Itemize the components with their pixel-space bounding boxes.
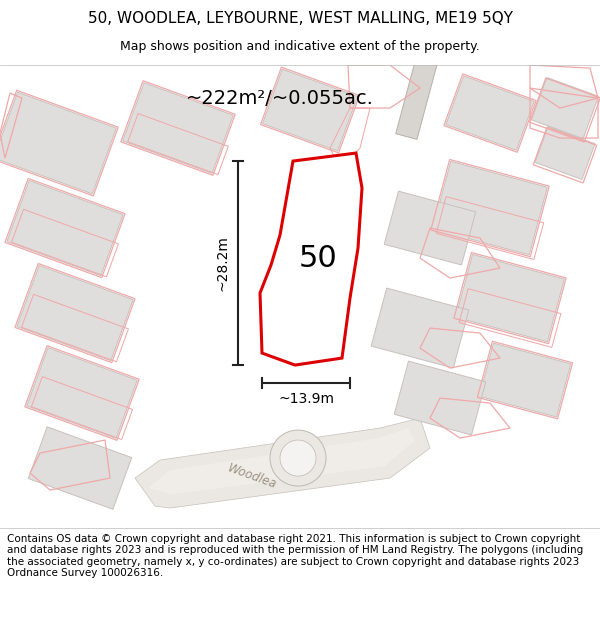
Polygon shape (135, 418, 430, 508)
Bar (5, 179, 125, 278)
Bar (444, 74, 536, 152)
Bar (260, 68, 359, 153)
Text: Map shows position and indicative extent of the property.: Map shows position and indicative extent… (120, 40, 480, 53)
Bar (0, 90, 118, 196)
Text: Woodlea: Woodlea (226, 461, 278, 491)
Text: 50, WOODLEA, LEYBOURNE, WEST MALLING, ME19 5QY: 50, WOODLEA, LEYBOURNE, WEST MALLING, ME… (88, 11, 512, 26)
Text: Contains OS data © Crown copyright and database right 2021. This information is : Contains OS data © Crown copyright and d… (7, 534, 583, 579)
Bar (7, 181, 123, 276)
Bar (121, 81, 235, 176)
Polygon shape (148, 428, 415, 494)
Bar (28, 427, 131, 509)
Bar (530, 78, 600, 142)
Bar (454, 253, 566, 344)
Text: ~28.2m: ~28.2m (215, 235, 229, 291)
Bar (433, 161, 547, 255)
Bar (479, 343, 571, 417)
Text: 50: 50 (299, 244, 337, 272)
Bar (262, 69, 358, 151)
Bar (371, 288, 469, 368)
Bar (533, 127, 597, 183)
Bar (0, 92, 116, 194)
Bar (535, 127, 595, 179)
Bar (456, 254, 564, 342)
Bar (446, 76, 534, 151)
Text: ~13.9m: ~13.9m (278, 392, 334, 406)
Bar (17, 266, 133, 361)
Bar (15, 264, 135, 362)
Bar (436, 197, 544, 259)
Circle shape (280, 440, 316, 476)
Circle shape (270, 430, 326, 486)
Bar (11, 209, 118, 277)
Polygon shape (260, 153, 362, 365)
Bar (384, 191, 476, 265)
Bar (25, 346, 139, 441)
Bar (459, 289, 561, 348)
Bar (532, 78, 599, 139)
Bar (128, 114, 228, 174)
Bar (27, 348, 137, 439)
Text: ~222m²/~0.055ac.: ~222m²/~0.055ac. (186, 89, 374, 107)
Bar (396, 47, 440, 139)
Bar (22, 294, 128, 362)
Bar (123, 82, 233, 174)
Bar (431, 159, 549, 257)
Bar (478, 341, 572, 419)
Bar (31, 377, 133, 439)
Bar (394, 361, 486, 435)
